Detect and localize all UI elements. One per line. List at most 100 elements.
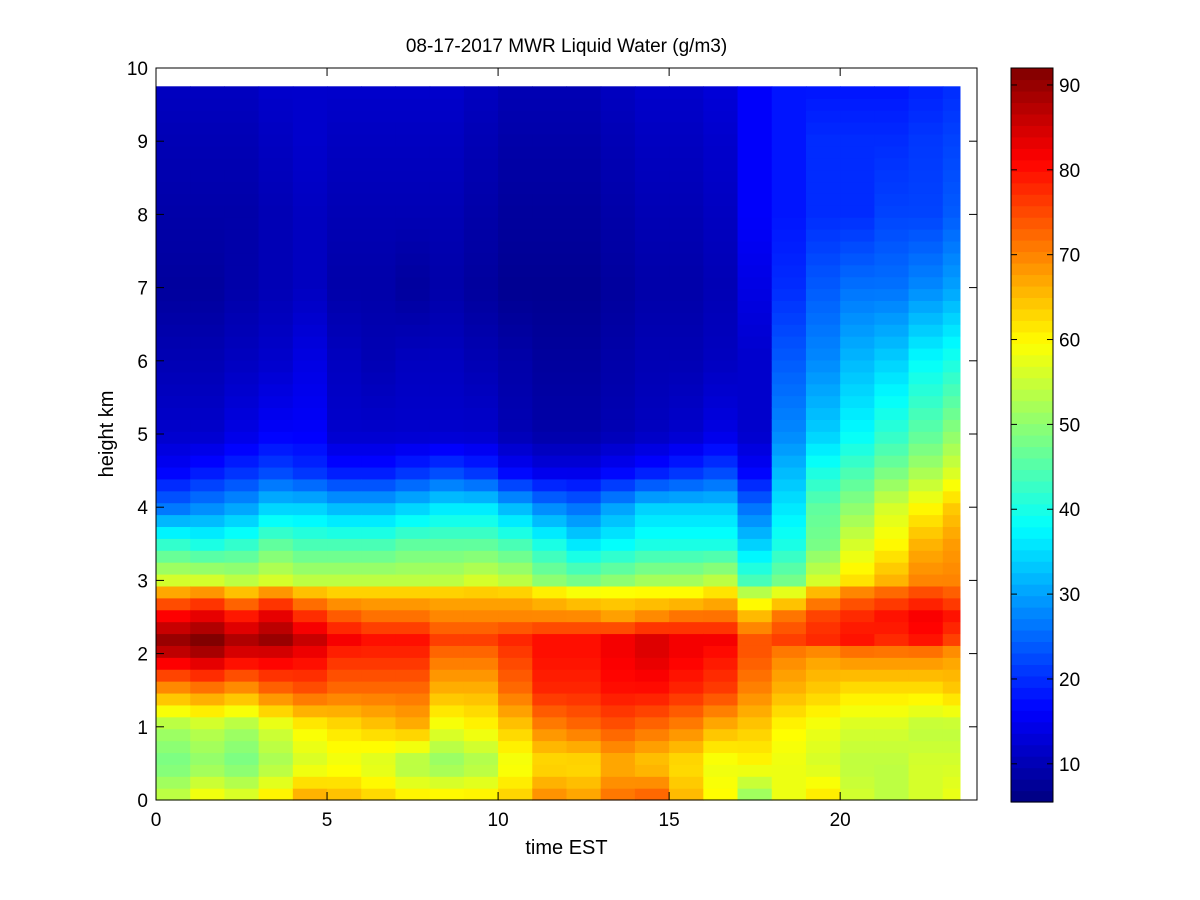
heatmap-cell <box>156 383 191 397</box>
heatmap-cell <box>840 252 875 266</box>
heatmap-cell <box>224 264 260 278</box>
heatmap-cell <box>942 157 961 171</box>
heatmap-cell <box>771 645 807 658</box>
heatmap-cell <box>429 597 465 611</box>
heatmap-cell <box>361 692 397 706</box>
heatmap-cell <box>498 193 533 206</box>
heatmap-cell <box>908 110 944 123</box>
heatmap-cell <box>634 740 670 754</box>
heatmap-cell <box>327 217 362 230</box>
heatmap-cell <box>874 550 910 563</box>
heatmap-cell <box>463 443 499 456</box>
heatmap-cell <box>600 490 636 504</box>
heatmap-cell <box>600 359 636 373</box>
heatmap-cell <box>463 764 499 777</box>
colorbar-segment <box>1011 629 1053 643</box>
heatmap-cell <box>600 157 636 171</box>
heatmap-cell <box>771 538 807 551</box>
heatmap-cell <box>361 716 397 730</box>
heatmap-cell <box>771 145 807 159</box>
heatmap-cell <box>634 681 670 694</box>
heatmap-cell <box>258 514 294 528</box>
heatmap-cell <box>258 502 294 516</box>
heatmap-cell <box>771 121 807 135</box>
heatmap-cell <box>258 788 294 801</box>
heatmap-cell <box>156 526 191 539</box>
heatmap-cell <box>566 490 602 504</box>
x-tick-label: 20 <box>830 810 851 831</box>
colorbar-segment <box>1011 136 1053 149</box>
heatmap-cell <box>327 169 362 183</box>
heatmap-cell <box>600 716 636 730</box>
heatmap-cell <box>395 466 431 480</box>
heatmap-cell <box>190 157 226 171</box>
heatmap-cell <box>566 621 602 635</box>
heatmap-cell <box>874 288 910 302</box>
heatmap-cell <box>498 704 533 718</box>
heatmap-cell <box>327 336 362 349</box>
heatmap-cell <box>703 716 739 730</box>
heatmap-cell <box>669 478 704 492</box>
heatmap-cell <box>942 550 961 563</box>
heatmap-cell <box>429 359 465 373</box>
heatmap-cell <box>840 145 875 159</box>
heatmap-cell <box>258 86 294 99</box>
heatmap-cell <box>395 133 431 147</box>
heatmap-cell <box>156 728 191 742</box>
heatmap-cell <box>566 478 602 492</box>
heatmap-cell <box>429 110 465 123</box>
heatmap-cell <box>942 347 961 361</box>
heatmap-cell <box>190 526 226 539</box>
heatmap-cell <box>395 324 431 337</box>
heatmap-cell <box>190 169 226 183</box>
heatmap-cell <box>463 264 499 278</box>
heatmap-cell <box>361 205 397 218</box>
heatmap-cell <box>669 169 704 183</box>
heatmap-cell <box>908 217 944 230</box>
heatmap-cell <box>840 98 875 111</box>
heatmap-cell <box>737 217 773 230</box>
plot-area <box>156 86 961 801</box>
heatmap-cell <box>361 776 397 789</box>
heatmap-cell <box>840 312 875 325</box>
heatmap-cell <box>737 121 773 135</box>
heatmap-cell <box>429 645 465 658</box>
colorbar-segment <box>1011 68 1053 81</box>
heatmap-cell <box>224 336 260 349</box>
heatmap-cell <box>292 229 328 242</box>
heatmap-cell <box>908 240 944 254</box>
heatmap-cell <box>600 169 636 183</box>
heatmap-cell <box>840 181 875 194</box>
heatmap-cell <box>361 324 397 337</box>
heatmap-cell <box>703 121 739 135</box>
heatmap-cell <box>566 633 602 646</box>
heatmap-cell <box>429 276 465 290</box>
heatmap-cell <box>498 550 533 563</box>
heatmap-cell <box>771 621 807 635</box>
heatmap-cell <box>292 324 328 337</box>
heatmap-cell <box>737 728 773 742</box>
heatmap-cell <box>498 288 533 302</box>
heatmap-cell <box>669 181 704 194</box>
y-tick-label: 4 <box>137 498 148 519</box>
heatmap-cell <box>156 443 191 456</box>
heatmap-cell <box>600 550 636 563</box>
heatmap-cell <box>361 240 397 254</box>
heatmap-cell <box>429 621 465 635</box>
heatmap-cell <box>498 300 533 313</box>
heatmap-cell <box>908 336 944 349</box>
heatmap-cell <box>703 478 739 492</box>
heatmap-cell <box>224 716 260 730</box>
colorbar-segment <box>1011 549 1053 562</box>
heatmap-cell <box>327 704 362 718</box>
heatmap-cell <box>771 359 807 373</box>
heatmap-cell <box>292 692 328 706</box>
heatmap-cell <box>805 692 841 706</box>
heatmap-cell <box>634 466 670 480</box>
heatmap-cell <box>703 502 739 516</box>
heatmap-cell <box>258 324 294 337</box>
heatmap-cell <box>669 98 704 111</box>
heatmap-cell <box>498 788 533 801</box>
heatmap-cell <box>395 716 431 730</box>
heatmap-cell <box>190 466 226 480</box>
